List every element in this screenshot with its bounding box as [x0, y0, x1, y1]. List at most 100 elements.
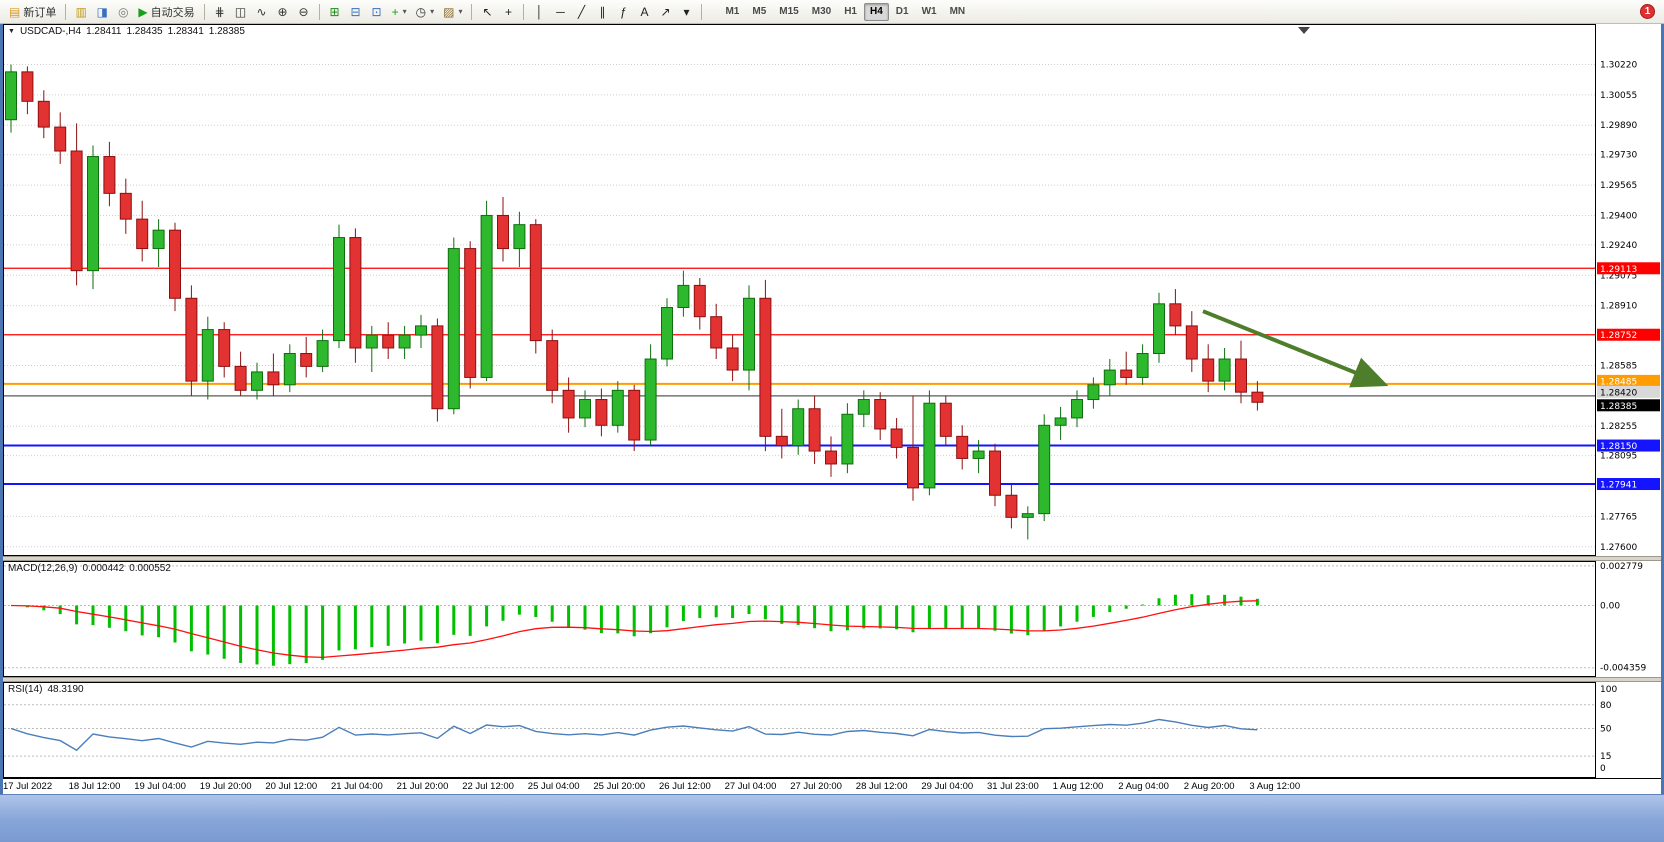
toolbar: ▤ 新订单 ▥ ◨ ◎ ▶ 自动交易 ⋕ ◫ ∿ ⊕ ⊖ ⊞ ⊟ ⊡ + ▾ ◷ ▾ ▨ ▾ ↖ + │ ─ ╱ ∥ ƒ A ↗ ▾ M1 M5… — [0, 0, 1664, 24]
zoom-in-button[interactable]: ⊕ — [273, 2, 293, 22]
chart-shift-marker-icon[interactable] — [1298, 27, 1310, 34]
timeframe-m5-button[interactable]: M5 — [752, 6, 767, 17]
arrows-icon: ↗ — [660, 4, 671, 19]
price-tick-label: 1.27600 — [1600, 543, 1637, 553]
dropdown-arrow-icon: ▾ — [430, 7, 435, 16]
timeframe-m1-button[interactable]: M1 — [725, 6, 740, 17]
vertical-line-icon: │ — [535, 4, 544, 19]
candlestick-chart-type-icon: ◫ — [234, 4, 247, 19]
indicators-button[interactable]: + ▾ — [388, 2, 411, 22]
fibonacci-button[interactable]: ƒ — [613, 2, 633, 22]
indicators-icon: + — [391, 4, 399, 19]
auto-trading-button[interactable]: ▶ 自动交易 — [134, 2, 198, 22]
price-tick-label: 1.29240 — [1600, 241, 1637, 251]
shapes-dropdown-button[interactable]: ▾ — [676, 2, 696, 22]
time-axis-label: 27 Jul 04:00 — [724, 781, 777, 792]
time-axis-label: 1 Aug 12:00 — [1052, 781, 1104, 792]
profiles-icon: ◨ — [96, 4, 109, 19]
toolbar-separator — [65, 3, 67, 20]
time-axis-label: 2 Aug 04:00 — [1118, 781, 1169, 792]
arrange-windows-button[interactable]: ⊡ — [367, 2, 387, 22]
macd-chart[interactable]: 0.002779 0.00 -0.004359 — [3, 561, 1661, 677]
cascade-windows-button[interactable]: ⊟ — [346, 2, 366, 22]
price-tick-label: 1.28255 — [1600, 422, 1637, 432]
trendline-button[interactable]: ╱ — [571, 2, 591, 22]
new-chart-button[interactable]: ▥ — [71, 2, 91, 22]
time-axis-label: 19 Jul 20:00 — [199, 781, 252, 792]
timeframe-m15-button[interactable]: M15 — [779, 6, 799, 17]
price-tick-label: 1.27765 — [1600, 512, 1637, 522]
text-button[interactable]: A — [634, 2, 654, 22]
timeframe-mn-button[interactable]: MN — [949, 6, 966, 17]
time-axis-label: 19 Jul 04:00 — [134, 781, 186, 792]
timeframe-m30-button[interactable]: M30 — [811, 6, 832, 17]
toolbar-separator — [203, 3, 205, 20]
time-axis-label: 25 Jul 20:00 — [593, 781, 646, 792]
level-price-badge: 1.28752 — [1600, 331, 1637, 341]
timeframe-h4-button[interactable]: H4 — [863, 2, 889, 21]
bar-chart-type-button[interactable]: ⋕ — [210, 2, 230, 22]
text-icon: A — [640, 4, 649, 19]
tile-windows-button[interactable]: ⊞ — [325, 2, 345, 22]
time-axis-label: 26 Jul 12:00 — [659, 781, 711, 792]
shapes-dropdown-icon: ▾ — [683, 4, 690, 19]
cursor-button[interactable]: ↖ — [477, 2, 497, 22]
new-order-button[interactable]: ▤ 新订单 — [5, 2, 60, 22]
timeframe-h1-button[interactable]: H1 — [844, 6, 857, 17]
arrows-button[interactable]: ↗ — [655, 2, 675, 22]
market-watch-button[interactable]: ◎ — [113, 2, 133, 22]
chart-dropdown-icon[interactable]: ▼ — [8, 28, 15, 35]
level-price-badge: 1.29113 — [1600, 265, 1637, 275]
macd-tick-label: -0.004359 — [1600, 664, 1646, 674]
price-tick-label: 1.28095 — [1600, 452, 1637, 462]
templates-button[interactable]: ▨ ▾ — [439, 2, 466, 22]
macd-panel: MACD(12,26,9) 0.000442 0.000552 0.002779… — [3, 561, 1661, 677]
toolbar-separator — [471, 3, 473, 20]
panel-divider[interactable] — [3, 556, 1661, 561]
time-axis-label: 2 Aug 20:00 — [1183, 781, 1235, 792]
line-chart-type-button[interactable]: ∿ — [252, 2, 272, 22]
bar-chart-type-icon: ⋕ — [214, 4, 225, 19]
periods-button[interactable]: ◷ ▾ — [412, 2, 439, 22]
rsi-chart[interactable]: 100 80 50 15 0 — [3, 682, 1661, 778]
toolbar-separator — [701, 3, 703, 20]
trendline-icon: ╱ — [577, 4, 586, 19]
time-axis-label: 22 Jul 12:00 — [462, 781, 514, 792]
toolbar-separator — [318, 3, 320, 20]
crosshair-button[interactable]: + — [498, 2, 518, 22]
time-axis-label: 27 Jul 20:00 — [790, 781, 842, 792]
dropdown-arrow-icon: ▾ — [402, 7, 407, 16]
time-axis-label: 29 Jul 04:00 — [921, 781, 974, 792]
market-watch-icon: ◎ — [118, 4, 129, 19]
horizontal-line-button[interactable]: ─ — [550, 2, 570, 22]
timeframe-d1-button[interactable]: D1 — [895, 6, 909, 17]
candlestick-chart-type-button[interactable]: ◫ — [231, 2, 251, 22]
rsi-tick-label: 0 — [1600, 764, 1606, 774]
panel-divider[interactable] — [3, 677, 1661, 682]
timeframe-w1-button[interactable]: W1 — [921, 6, 937, 17]
channel-button[interactable]: ∥ — [592, 2, 612, 22]
price-tick-label: 1.29565 — [1600, 181, 1637, 191]
level-price-badge: 1.28150 — [1600, 442, 1637, 452]
price-tick-label: 1.29075 — [1600, 271, 1637, 281]
price-chart[interactable]: 1.30220 1.30055 1.29890 1.29730 1.29565 1.294… — [3, 24, 1661, 556]
time-axis-label: 17 Jul 2022 — [3, 781, 53, 792]
notification-badge[interactable]: 1 — [1640, 4, 1655, 19]
timeframe-group: M1 M5 M15 M30 H1 H4 D1 W1 MN — [719, 2, 971, 21]
channel-icon: ∥ — [599, 4, 606, 19]
time-axis[interactable]: 17 Jul 2022 18 Jul 12:00 19 Jul 04:00 19 Ju… — [3, 778, 1661, 794]
level-price-badge: 1.28485 — [1600, 377, 1637, 387]
vertical-line-button[interactable]: │ — [529, 2, 549, 22]
time-axis-label: 20 Jul 12:00 — [265, 781, 318, 792]
auto-trading-icon: ▶ — [138, 4, 148, 19]
new-chart-icon: ▥ — [75, 4, 88, 19]
trend-arrow-annotation[interactable] — [1202, 309, 1389, 388]
rsi-tick-label: 15 — [1600, 752, 1611, 762]
price-tick-label: 1.28585 — [1600, 361, 1637, 371]
macd-tick-label: 0.002779 — [1600, 562, 1643, 572]
candles — [5, 64, 1264, 540]
profiles-button[interactable]: ◨ — [92, 2, 112, 22]
zoom-out-button[interactable]: ⊖ — [294, 2, 314, 22]
zoom-out-icon: ⊖ — [298, 4, 309, 19]
arrange-windows-icon: ⊡ — [371, 4, 382, 19]
